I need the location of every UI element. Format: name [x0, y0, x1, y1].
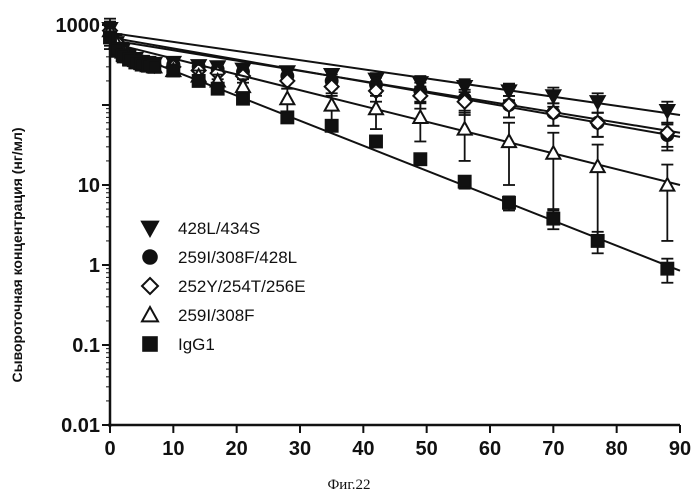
y-tick-label: 10	[78, 175, 100, 197]
data-point	[236, 80, 250, 93]
x-tick-label: 60	[479, 438, 501, 460]
data-point	[661, 263, 673, 275]
data-point	[458, 122, 472, 135]
series-4	[104, 29, 680, 283]
legend-marker	[143, 337, 157, 351]
y-tick-label: 0.1	[72, 335, 100, 357]
y-tick-label: 0.01	[61, 415, 100, 437]
legend-label: 428L/434S	[178, 219, 260, 238]
data-point	[592, 235, 604, 247]
legend-marker	[142, 278, 158, 294]
legend-label: 252Y/254T/256E	[178, 277, 306, 296]
data-point	[280, 92, 294, 105]
x-tick-label: 30	[289, 438, 311, 460]
x-tick-label: 90	[669, 438, 691, 460]
x-tick-label: 50	[416, 438, 438, 460]
data-point	[212, 83, 224, 95]
data-point	[503, 197, 515, 209]
x-tick-label: 40	[352, 438, 374, 460]
data-point	[167, 65, 179, 77]
data-point	[459, 176, 471, 188]
legend-label: IgG1	[178, 335, 215, 354]
legend-label: 259I/308F/428L	[178, 248, 297, 267]
data-point	[326, 120, 338, 132]
data-point	[237, 93, 249, 105]
x-tick-label: 80	[606, 438, 628, 460]
legend-marker	[143, 250, 157, 264]
x-tick-label: 20	[226, 438, 248, 460]
data-point	[413, 110, 427, 123]
legend-marker	[142, 307, 158, 321]
figure-caption: Фиг.22	[327, 477, 370, 493]
data-point	[148, 61, 160, 73]
legend-marker	[142, 222, 158, 236]
data-point	[660, 105, 674, 118]
data-point	[193, 75, 205, 87]
series-3	[103, 22, 680, 241]
x-tick-label: 10	[162, 438, 184, 460]
data-point	[547, 213, 559, 225]
x-tick-label: 70	[542, 438, 564, 460]
y-axis-title: Сывороточная концентрация (нг/мл)	[9, 128, 25, 383]
legend: 428L/434S 259I/308F/428L 252Y/254T/256E 259…	[142, 219, 306, 354]
x-tick-label: 0	[104, 438, 115, 460]
data-point	[414, 153, 426, 165]
y-tick-label: 1	[89, 255, 100, 277]
data-point	[370, 136, 382, 148]
series-1	[104, 23, 680, 150]
plot-area	[103, 19, 680, 283]
y-tick-label: 1000	[56, 15, 101, 37]
legend-label: 259I/308F	[178, 306, 255, 325]
data-point	[281, 111, 293, 123]
series-0	[103, 19, 680, 123]
